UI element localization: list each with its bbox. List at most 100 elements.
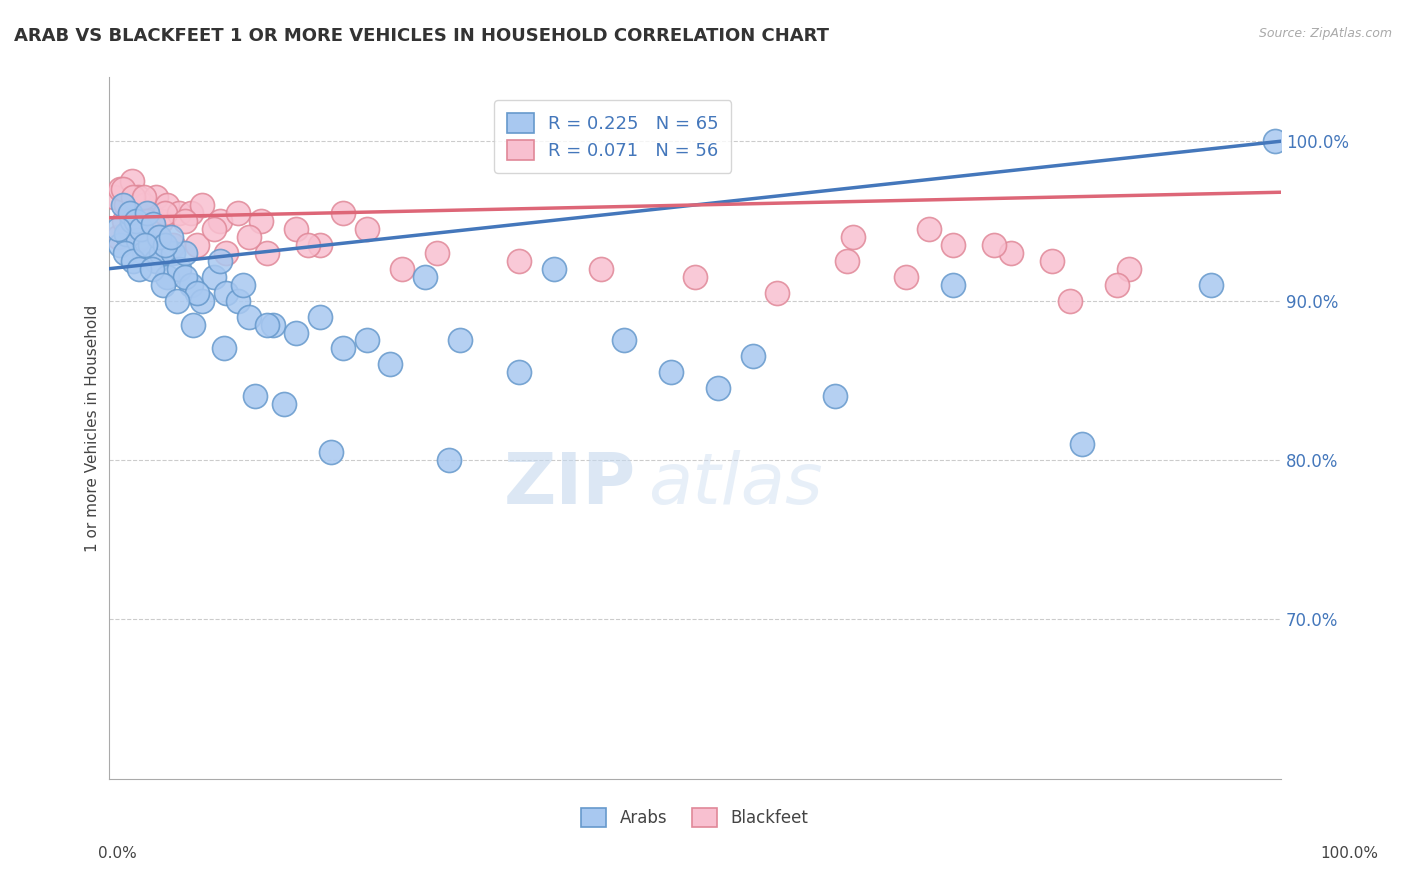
Point xyxy=(136,206,159,220)
Text: 100.0%: 100.0% xyxy=(1320,846,1378,861)
Point xyxy=(110,182,132,196)
Point xyxy=(321,445,343,459)
Point xyxy=(508,365,530,379)
Point xyxy=(167,206,190,220)
Point xyxy=(159,230,181,244)
Point xyxy=(837,253,859,268)
Point xyxy=(138,206,160,220)
Point xyxy=(136,214,159,228)
Point xyxy=(215,245,238,260)
Point xyxy=(437,453,460,467)
Point xyxy=(121,214,143,228)
Point xyxy=(152,277,174,292)
Point xyxy=(1070,437,1092,451)
Point xyxy=(111,182,134,196)
Point xyxy=(356,334,378,348)
Point xyxy=(894,269,917,284)
Point xyxy=(215,285,238,300)
Point xyxy=(127,233,149,247)
Point xyxy=(110,237,132,252)
Point xyxy=(742,350,765,364)
Point xyxy=(146,230,169,244)
Point xyxy=(173,214,195,228)
Point xyxy=(173,269,195,284)
Point xyxy=(262,318,284,332)
Point xyxy=(142,217,165,231)
Point xyxy=(107,230,129,244)
Point xyxy=(131,222,153,236)
Point xyxy=(127,190,149,204)
Point xyxy=(842,230,865,244)
Point xyxy=(426,245,449,260)
Point xyxy=(208,253,231,268)
Point xyxy=(250,214,273,228)
Point xyxy=(124,214,146,228)
Point xyxy=(1105,277,1128,292)
Point xyxy=(141,261,163,276)
Point xyxy=(166,293,188,308)
Point xyxy=(115,198,138,212)
Point xyxy=(942,237,965,252)
Point xyxy=(1264,134,1286,148)
Point xyxy=(156,198,179,212)
Point xyxy=(191,293,214,308)
Point xyxy=(508,253,530,268)
Point xyxy=(145,190,167,204)
Point xyxy=(114,245,136,260)
Point xyxy=(232,277,254,292)
Point xyxy=(391,261,413,276)
Point xyxy=(297,237,319,252)
Point xyxy=(115,227,138,241)
Point xyxy=(659,365,682,379)
Point xyxy=(122,253,145,268)
Text: ZIP: ZIP xyxy=(503,450,636,519)
Point xyxy=(918,222,941,236)
Point xyxy=(543,261,565,276)
Point xyxy=(1118,261,1140,276)
Point xyxy=(118,206,141,220)
Text: Source: ZipAtlas.com: Source: ZipAtlas.com xyxy=(1258,27,1392,40)
Text: ARAB VS BLACKFEET 1 OR MORE VEHICLES IN HOUSEHOLD CORRELATION CHART: ARAB VS BLACKFEET 1 OR MORE VEHICLES IN … xyxy=(14,27,830,45)
Point xyxy=(202,222,225,236)
Point xyxy=(103,190,125,204)
Point xyxy=(256,245,278,260)
Point xyxy=(191,198,214,212)
Point xyxy=(167,261,190,276)
Point xyxy=(132,245,155,260)
Point xyxy=(226,293,249,308)
Point xyxy=(1000,245,1022,260)
Point xyxy=(212,342,235,356)
Legend: Arabs, Blackfeet: Arabs, Blackfeet xyxy=(575,802,815,834)
Point xyxy=(153,206,176,220)
Point xyxy=(238,310,260,324)
Point xyxy=(208,214,231,228)
Point xyxy=(186,237,208,252)
Point xyxy=(983,237,1005,252)
Point xyxy=(156,269,179,284)
Point xyxy=(131,230,153,244)
Point xyxy=(308,237,330,252)
Text: atlas: atlas xyxy=(648,450,823,519)
Point xyxy=(118,222,141,236)
Point xyxy=(124,206,146,220)
Point xyxy=(285,222,308,236)
Point xyxy=(256,318,278,332)
Point xyxy=(134,237,156,252)
Point xyxy=(824,389,846,403)
Point xyxy=(332,206,354,220)
Point xyxy=(107,222,129,236)
Point xyxy=(243,389,266,403)
Point xyxy=(128,261,150,276)
Point xyxy=(226,206,249,220)
Point xyxy=(378,358,401,372)
Point xyxy=(613,334,636,348)
Point xyxy=(332,342,354,356)
Y-axis label: 1 or more Vehicles in Household: 1 or more Vehicles in Household xyxy=(86,304,100,552)
Point xyxy=(356,222,378,236)
Point xyxy=(150,214,173,228)
Point xyxy=(132,198,155,212)
Point xyxy=(162,237,184,252)
Point xyxy=(122,190,145,204)
Point xyxy=(180,206,202,220)
Point xyxy=(1059,293,1081,308)
